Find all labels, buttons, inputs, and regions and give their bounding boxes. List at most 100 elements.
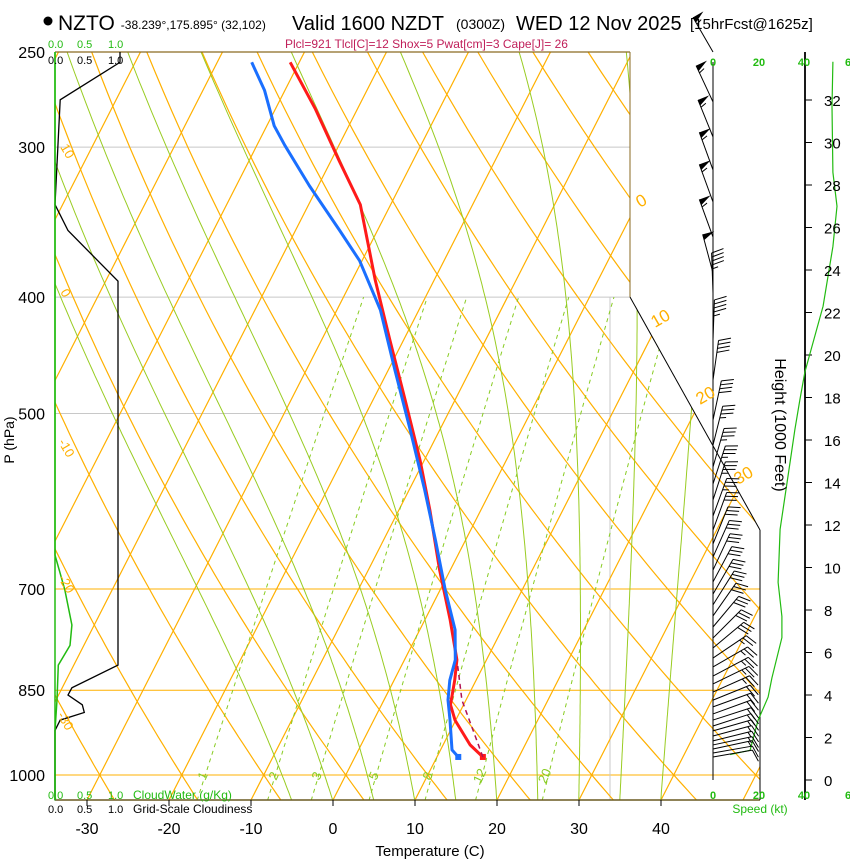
dewpoint-line <box>250 61 460 758</box>
pressure-tick-label: 250 <box>18 45 45 62</box>
dry-adiabat-line <box>301 52 760 800</box>
wind-barb <box>712 646 758 668</box>
speed-bottom-tick: 40 <box>798 790 810 802</box>
mixing-ratio-label: 12 <box>470 766 490 785</box>
adiabat-label: 10 <box>57 141 77 161</box>
dry-adiabat-line <box>83 52 544 800</box>
wind-barb <box>712 461 739 501</box>
pressure-tick-label: 850 <box>18 683 45 700</box>
wind-barb <box>712 749 759 762</box>
speed-top-tick: 20 <box>753 57 765 69</box>
dry-adiabat-line <box>355 52 760 800</box>
dry-adiabat-line <box>464 52 760 800</box>
moist-adiabat-line <box>55 52 293 800</box>
pressure-tick-label: 700 <box>18 582 45 599</box>
height-tick-label: 14 <box>824 476 841 493</box>
mixing-ratio-line <box>541 296 674 800</box>
mixing-ratio-label: 5 <box>365 769 382 782</box>
isotherm-line <box>55 52 394 800</box>
temperature-tick-label: -10 <box>239 821 262 838</box>
forecast-info: [15hrFcst@1625z] <box>690 16 813 33</box>
dry-adiabat-line <box>55 52 376 800</box>
sounding-indices: Plcl=921 Tlcl[C]=12 Shox=5 Pwat[cm]=3 Ca… <box>285 37 568 51</box>
mixing-ratio-line <box>424 296 570 800</box>
wind-panel <box>692 11 838 800</box>
temperature-tick-label: 20 <box>488 821 506 838</box>
dry-adiabat-line <box>573 52 760 800</box>
wind-barb <box>712 427 737 468</box>
mixing-ratio-label: 8 <box>419 769 436 782</box>
mixing-ratio-line <box>310 296 468 800</box>
dry-adiabat-line <box>137 52 628 800</box>
height-tick-label: 24 <box>824 263 841 280</box>
wind-barb <box>712 520 742 558</box>
moist-adiabat-line <box>518 52 581 800</box>
temperature-tick-label: -30 <box>75 821 98 838</box>
isotherm-line <box>55 52 312 800</box>
y-axis-title: P (hPa) <box>1 416 17 463</box>
utc-time: (0300Z) <box>456 16 505 32</box>
isotherm-line <box>660 52 760 800</box>
wind-barb <box>712 692 759 708</box>
wind-barb <box>712 675 759 693</box>
height-tick-label: 8 <box>824 603 832 620</box>
height-tick-label: 22 <box>824 306 841 323</box>
background-lines <box>55 52 760 800</box>
dry-adiabat-line <box>246 52 760 800</box>
speed-bottom-tick: 20 <box>753 790 765 802</box>
moist-adiabat-line <box>399 52 539 800</box>
temperature-tick-label: -20 <box>157 821 180 838</box>
cloudwater-line <box>54 52 73 801</box>
wind-barb <box>698 128 714 171</box>
wind-barb <box>712 699 759 715</box>
dry-adiabat-line <box>55 52 208 800</box>
dry-adiabat-line <box>55 52 125 800</box>
adiabat-label: -10 <box>55 436 77 460</box>
isotherm-line <box>168 52 558 800</box>
mixing-ratio-label: 3 <box>308 769 325 782</box>
wind-barb <box>712 378 734 421</box>
cloudwater-top-tick: 0.0 <box>48 39 63 51</box>
wind-barb <box>697 95 714 138</box>
parcel-line <box>456 665 484 758</box>
pressure-tick-label: 500 <box>18 407 45 424</box>
mixing-ratio-label: 1 <box>194 769 211 782</box>
pressure-tick-label: 400 <box>18 290 45 307</box>
wind-barb <box>712 337 732 381</box>
cloudwater-bottom-tick: 0.5 <box>77 790 92 802</box>
isotherm-label: 10 <box>648 306 674 332</box>
dry-adiabat-line <box>410 52 760 800</box>
wind-barb <box>712 546 745 583</box>
speed-top-tick: 6 <box>845 57 850 69</box>
temperature-tick-label: 0 <box>329 821 338 838</box>
wind-barb <box>712 684 759 701</box>
temperature-tick-label: 10 <box>406 821 424 838</box>
adiabat-label: 0 <box>57 286 74 300</box>
cloudiness-axis-label: Grid-Scale Cloudiness <box>133 802 252 816</box>
cloud-panel <box>54 52 121 801</box>
adiabat-label: -20 <box>55 572 77 596</box>
cloudiness-top-tick: 0.5 <box>77 55 92 67</box>
wind-barb <box>712 533 743 571</box>
cloudwater-bottom-tick: 1.0 <box>108 790 123 802</box>
dewpoint-surface-marker <box>455 753 462 760</box>
temperature-tick-label: 30 <box>570 821 588 838</box>
dry-adiabat-line <box>55 52 460 800</box>
wind-barb <box>712 707 759 721</box>
temperature-tick-label: 40 <box>652 821 670 838</box>
dry-adiabat-line <box>55 52 292 800</box>
cloudwater-top-tick: 0.5 <box>77 39 92 51</box>
cloudiness-bottom-tick: 1.0 <box>108 804 123 816</box>
height-tick-label: 20 <box>824 348 841 365</box>
pressure-tick-label: 300 <box>18 140 45 157</box>
mixing-ratio-line <box>368 296 520 800</box>
height-tick-label: 26 <box>824 221 841 238</box>
wind-barb <box>712 295 727 340</box>
wind-barb <box>712 730 760 743</box>
wind-barb <box>712 621 755 649</box>
cloudwater-bottom-tick: 0.0 <box>48 790 63 802</box>
wind-barb <box>712 725 760 737</box>
wind-barb <box>698 195 714 238</box>
